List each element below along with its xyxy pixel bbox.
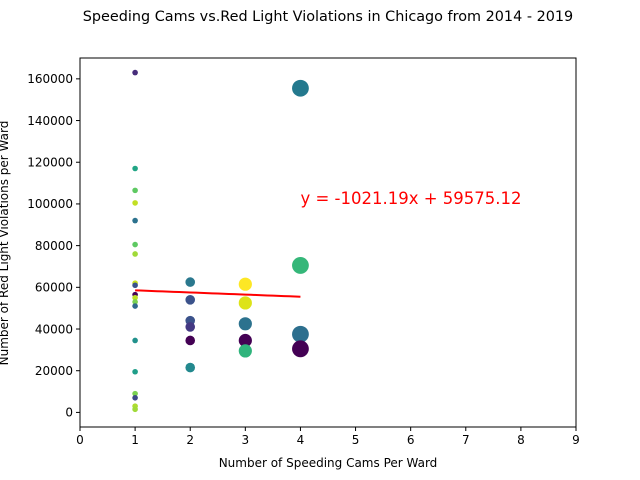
y-tick-label: 20000 xyxy=(35,364,73,378)
x-tick-label: 8 xyxy=(517,433,525,447)
data-point xyxy=(185,295,195,305)
y-tick-label: 140000 xyxy=(27,114,73,128)
data-point xyxy=(239,344,252,357)
data-point xyxy=(132,200,138,206)
data-point xyxy=(132,303,138,309)
data-point xyxy=(132,70,138,76)
data-point xyxy=(185,322,195,332)
data-point xyxy=(132,369,138,375)
x-tick-label: 2 xyxy=(186,433,194,447)
data-point xyxy=(185,277,195,287)
regression-line xyxy=(135,290,300,296)
y-tick-label: 160000 xyxy=(27,72,73,86)
data-point xyxy=(239,278,252,291)
data-point xyxy=(292,257,309,274)
data-point xyxy=(239,296,252,309)
y-tick-label: 60000 xyxy=(35,281,73,295)
data-point xyxy=(132,166,138,172)
x-axis-label: Number of Speeding Cams Per Ward xyxy=(219,456,438,470)
x-tick-label: 0 xyxy=(76,433,84,447)
y-tick-label: 0 xyxy=(65,406,73,420)
axes: 0 1 2 3 4 5 6 7 8 9 0 20000 40000 60000 80000 100000 120… xyxy=(27,58,580,447)
x-tick-label: 1 xyxy=(131,433,139,447)
x-tick-label: 5 xyxy=(352,433,360,447)
data-point xyxy=(239,317,252,330)
x-tick-label: 6 xyxy=(407,433,415,447)
y-tick-label: 120000 xyxy=(27,156,73,170)
plot-frame xyxy=(80,58,576,427)
x-tick-label: 9 xyxy=(572,433,580,447)
data-point xyxy=(132,338,138,344)
y-axis-label: Number of Red Light Violations per Ward xyxy=(0,121,11,366)
y-tick-label: 100000 xyxy=(27,197,73,211)
data-point xyxy=(132,406,138,412)
data-point xyxy=(132,282,138,288)
data-point xyxy=(185,336,195,346)
plot-area xyxy=(132,70,309,412)
x-tick-label: 4 xyxy=(297,433,305,447)
data-point xyxy=(132,218,138,224)
data-point xyxy=(292,326,309,343)
chart-title: Speeding Cams vs.Red Light Violations in… xyxy=(83,9,573,25)
data-point xyxy=(132,242,138,248)
x-tick-label: 7 xyxy=(462,433,470,447)
data-point xyxy=(132,251,138,257)
data-point xyxy=(292,80,309,97)
regression-equation: y = -1021.19x + 59575.12 xyxy=(300,189,521,208)
data-point xyxy=(292,340,309,357)
data-point xyxy=(132,395,138,401)
y-tick-label: 80000 xyxy=(35,239,73,253)
y-tick-label: 40000 xyxy=(35,322,73,336)
data-point xyxy=(185,363,195,373)
data-point xyxy=(132,188,138,194)
x-tick-label: 3 xyxy=(242,433,250,447)
